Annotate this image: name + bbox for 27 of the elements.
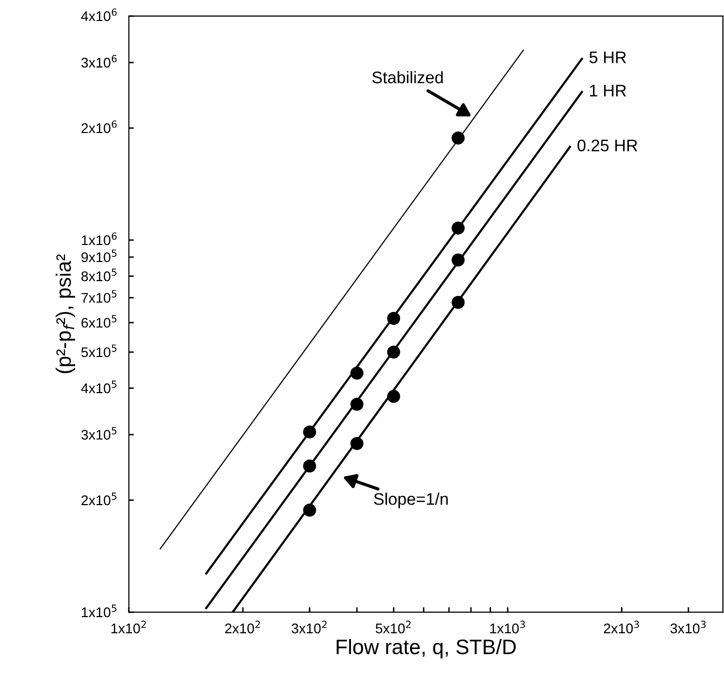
series-label: 1 HR	[590, 84, 626, 96]
x-tick-label: 3x10$^{3}$	[670, 620, 706, 634]
y-tick-label: 4x10$^{6}$	[81, 8, 117, 22]
y-tick-label: 2x10$^{6}$	[82, 120, 117, 134]
x-axis-title: Flow rate, q, STB/D	[336, 638, 516, 658]
x-tick-label: 2x10$^{2}$	[225, 620, 260, 634]
x-tick-label: 5x10$^{2}$	[376, 620, 411, 634]
y-tick-label: 2x10$^{5}$	[82, 492, 116, 506]
y-tick-label: 4x10$^{5}$	[81, 380, 116, 394]
series-label: 5 HR	[589, 52, 626, 64]
y-tick-label: 8x10$^{5}$	[81, 268, 116, 282]
x-tick-label: 1x10$^{3}$	[490, 620, 525, 634]
y-tick-label: 5x10$^{5}$	[81, 344, 116, 358]
x-tick-label: 2x10$^{3}$	[604, 620, 639, 634]
y-tick-label: 9x10$^{5}$	[81, 250, 116, 262]
y-tick-label: 1x10$^{5}$	[82, 604, 116, 618]
y-tick-label: 6x10$^{5}$	[82, 315, 116, 328]
y-axis-title: (p²-p$_{f}$²), psia²	[56, 254, 76, 374]
y-tick-label: 7x10$^{5}$	[82, 290, 116, 303]
y-tick-label: 3x10$^{5}$	[81, 427, 116, 440]
series-label: 0.25 HR	[578, 140, 638, 152]
annotation: Stabilized	[372, 71, 443, 84]
y-tick-label: 3x10$^{6}$	[81, 54, 117, 68]
x-tick-label: 3x10$^{2}$	[292, 620, 327, 634]
x-tick-label: 1x10$^{2}$	[111, 620, 146, 634]
annotation: Slope=1/n	[374, 492, 448, 508]
y-tick-label: 1x10$^{6}$	[82, 232, 117, 246]
